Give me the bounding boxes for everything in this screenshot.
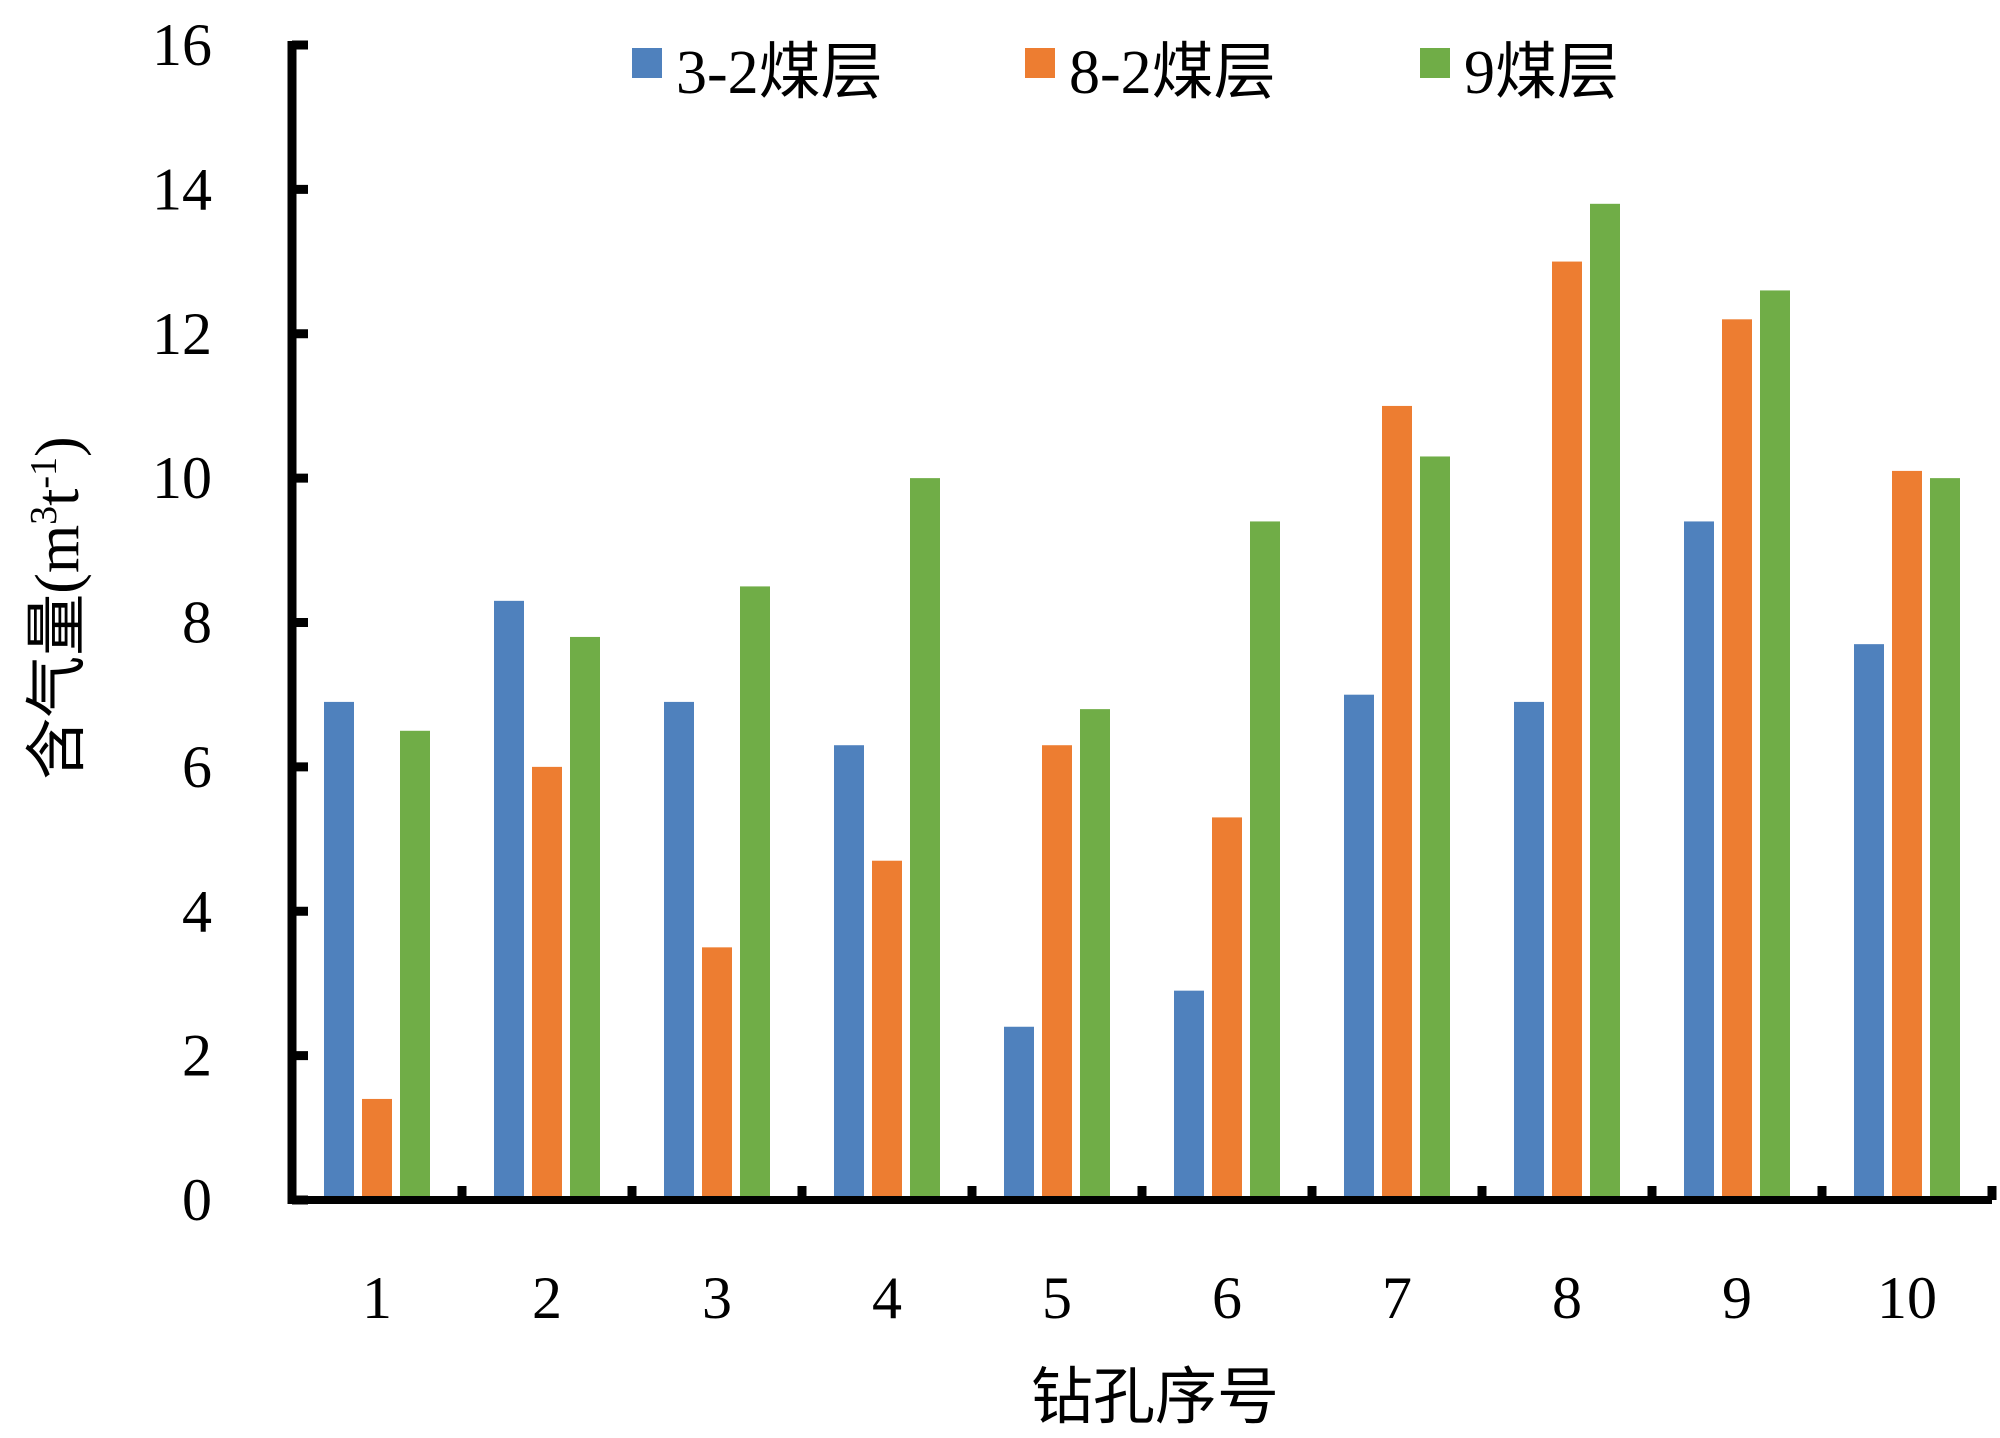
bar-series-1-cat-3 — [664, 701, 694, 1200]
bars-group — [324, 203, 1960, 1200]
x-tick-label-2: 2 — [532, 1265, 562, 1331]
y-axis-label-sup-3: 3 — [23, 506, 65, 525]
x-tick-label-4: 4 — [872, 1265, 902, 1331]
bar-series-1-cat-7 — [1344, 694, 1374, 1200]
legend-swatch-3 — [1420, 48, 1450, 78]
y-axis-label-main: 含气量(m — [24, 525, 92, 780]
y-tick-label-16: 16 — [152, 12, 212, 78]
legend-label-2: 8-2煤层 — [1069, 39, 1276, 107]
y-tick-label-0: 0 — [182, 1167, 212, 1233]
bar-series-3-cat-6 — [1250, 521, 1280, 1200]
bar-series-1-cat-2 — [494, 600, 524, 1200]
x-tick-label-3: 3 — [702, 1265, 732, 1331]
bar-series-1-cat-10 — [1854, 644, 1884, 1200]
bar-series-3-cat-2 — [570, 636, 600, 1200]
y-tick-label-12: 12 — [152, 301, 212, 367]
legend-swatch-1 — [632, 48, 662, 78]
bar-series-2-cat-10 — [1892, 470, 1922, 1200]
legend-label-3: 9煤层 — [1464, 39, 1619, 107]
y-axis-label: 含气量(m3t-1) — [23, 436, 92, 779]
bar-series-1-cat-5 — [1004, 1026, 1034, 1200]
bar-series-3-cat-5 — [1080, 709, 1110, 1200]
bar-series-1-cat-8 — [1514, 701, 1544, 1200]
x-tick-label-7: 7 — [1382, 1265, 1412, 1331]
legend-label-1: 3-2煤层 — [676, 39, 883, 107]
axes-group — [287, 40, 1997, 1205]
bar-series-2-cat-1 — [362, 1098, 392, 1200]
y-tick-label-14: 14 — [152, 156, 212, 222]
bar-series-2-cat-4 — [872, 860, 902, 1200]
bar-series-3-cat-7 — [1420, 456, 1450, 1200]
x-tick-label-6: 6 — [1212, 1265, 1242, 1331]
bar-series-3-cat-1 — [400, 730, 430, 1200]
bar-series-2-cat-7 — [1382, 405, 1412, 1200]
y-tick-label-6: 6 — [182, 734, 212, 800]
bar-series-2-cat-8 — [1552, 261, 1582, 1200]
bar-series-3-cat-8 — [1590, 203, 1620, 1200]
x-tick-label-5: 5 — [1042, 1265, 1072, 1331]
bar-series-3-cat-10 — [1930, 478, 1960, 1200]
bar-series-2-cat-2 — [532, 766, 562, 1200]
y-axis-label-sup-minus1: -1 — [23, 457, 65, 489]
bar-series-3-cat-9 — [1760, 290, 1790, 1200]
x-axis-label: 钻孔序号 — [1031, 1364, 1279, 1432]
bar-series-1-cat-1 — [324, 701, 354, 1200]
y-tick-label-2: 2 — [182, 1023, 212, 1089]
bar-series-1-cat-9 — [1684, 521, 1714, 1200]
y-tick-label-4: 4 — [182, 878, 212, 944]
bar-series-2-cat-5 — [1042, 745, 1072, 1200]
y-axis-label-t: t — [24, 489, 92, 506]
y-tick-label-8: 8 — [182, 590, 212, 656]
bar-series-1-cat-4 — [834, 745, 864, 1200]
x-tick-label-1: 1 — [362, 1265, 392, 1331]
x-tick-label-8: 8 — [1552, 1265, 1582, 1331]
x-tick-label-9: 9 — [1722, 1265, 1752, 1331]
bar-series-3-cat-4 — [910, 478, 940, 1200]
y-axis-label-end: ) — [24, 436, 92, 457]
bar-series-3-cat-3 — [740, 586, 770, 1200]
y-tick-label-10: 10 — [152, 445, 212, 511]
legend-swatch-2 — [1025, 48, 1055, 78]
bar-series-2-cat-9 — [1722, 319, 1752, 1200]
bar-series-2-cat-6 — [1212, 817, 1242, 1200]
bar-series-2-cat-3 — [702, 947, 732, 1200]
x-tick-label-10: 10 — [1877, 1265, 1937, 1331]
bar-series-1-cat-6 — [1174, 990, 1204, 1200]
legend: 3-2煤层 8-2煤层 9煤层 — [632, 39, 1619, 107]
